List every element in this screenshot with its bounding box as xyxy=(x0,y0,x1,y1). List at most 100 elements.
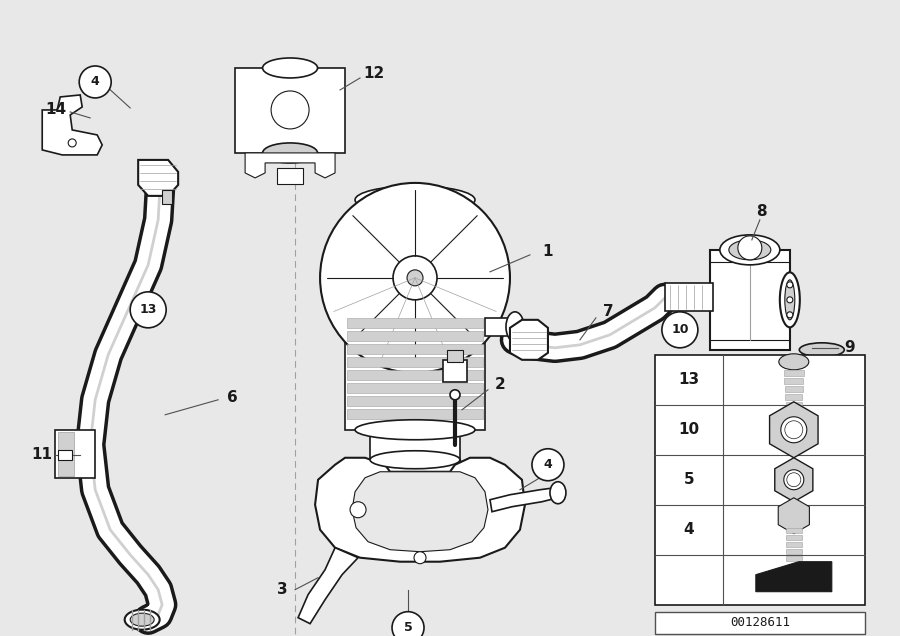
Bar xyxy=(347,344,483,354)
Bar xyxy=(55,430,95,478)
Text: 9: 9 xyxy=(844,340,855,356)
Bar xyxy=(485,318,515,336)
Text: 5: 5 xyxy=(684,473,694,487)
Bar xyxy=(277,168,303,184)
Ellipse shape xyxy=(263,143,318,163)
Bar xyxy=(347,318,483,328)
Text: 4: 4 xyxy=(544,459,553,471)
Bar xyxy=(347,396,483,406)
Text: 13: 13 xyxy=(140,303,157,316)
Bar xyxy=(786,535,802,540)
Bar xyxy=(162,190,172,204)
Circle shape xyxy=(414,551,426,563)
Bar xyxy=(786,402,802,408)
Polygon shape xyxy=(510,320,548,360)
Polygon shape xyxy=(775,458,813,502)
Polygon shape xyxy=(490,488,558,512)
Circle shape xyxy=(392,612,424,636)
Polygon shape xyxy=(778,498,809,534)
Text: 1: 1 xyxy=(543,244,553,259)
Ellipse shape xyxy=(263,58,318,78)
Bar xyxy=(655,355,865,605)
Circle shape xyxy=(79,66,112,98)
Circle shape xyxy=(320,183,510,373)
Circle shape xyxy=(407,270,423,286)
Text: 10: 10 xyxy=(671,323,688,336)
Bar xyxy=(347,383,483,393)
Bar xyxy=(58,432,74,476)
Text: 6: 6 xyxy=(227,391,238,405)
Bar xyxy=(786,394,802,400)
Ellipse shape xyxy=(720,235,779,265)
Polygon shape xyxy=(352,472,488,551)
Circle shape xyxy=(781,417,806,443)
Polygon shape xyxy=(770,402,818,458)
Text: 00128611: 00128611 xyxy=(730,616,790,629)
Text: 4: 4 xyxy=(91,76,100,88)
Ellipse shape xyxy=(729,240,770,260)
Text: 11: 11 xyxy=(32,447,53,462)
Bar xyxy=(347,370,483,380)
Text: 8: 8 xyxy=(757,204,767,219)
Circle shape xyxy=(532,449,564,481)
Bar xyxy=(655,612,865,633)
Text: 13: 13 xyxy=(679,372,699,387)
Circle shape xyxy=(68,139,76,147)
Text: 2: 2 xyxy=(495,377,505,392)
Bar xyxy=(447,350,463,362)
Circle shape xyxy=(787,297,793,303)
Circle shape xyxy=(130,292,166,328)
Ellipse shape xyxy=(370,451,460,469)
Text: 4: 4 xyxy=(684,522,694,537)
Polygon shape xyxy=(315,458,525,562)
Polygon shape xyxy=(756,562,832,591)
Bar xyxy=(784,370,804,376)
Polygon shape xyxy=(345,200,485,340)
Ellipse shape xyxy=(779,272,800,328)
Ellipse shape xyxy=(799,343,844,357)
Bar xyxy=(58,450,72,460)
Text: 3: 3 xyxy=(277,582,287,597)
Bar xyxy=(786,528,802,533)
Bar xyxy=(786,556,802,561)
Polygon shape xyxy=(340,460,490,544)
Polygon shape xyxy=(139,160,178,196)
Bar xyxy=(345,310,485,430)
Bar xyxy=(786,542,802,547)
Bar xyxy=(665,283,713,311)
Polygon shape xyxy=(42,95,103,155)
Circle shape xyxy=(787,312,793,318)
Circle shape xyxy=(393,256,437,300)
Bar xyxy=(786,549,802,554)
Ellipse shape xyxy=(130,613,154,626)
Text: 10: 10 xyxy=(679,422,699,438)
Circle shape xyxy=(787,282,793,288)
Bar xyxy=(370,430,460,460)
Bar xyxy=(235,68,345,153)
Ellipse shape xyxy=(506,312,524,342)
Bar xyxy=(347,331,483,341)
Ellipse shape xyxy=(356,420,475,439)
Bar xyxy=(785,386,803,392)
Bar xyxy=(784,378,804,384)
Bar xyxy=(710,250,790,350)
Ellipse shape xyxy=(125,610,159,630)
Ellipse shape xyxy=(550,481,566,504)
Text: 14: 14 xyxy=(46,102,67,118)
Circle shape xyxy=(738,236,761,260)
Bar xyxy=(443,360,467,382)
Bar xyxy=(347,409,483,418)
Ellipse shape xyxy=(370,194,460,216)
Text: 5: 5 xyxy=(403,621,412,634)
Circle shape xyxy=(350,502,366,518)
Ellipse shape xyxy=(785,280,795,320)
Text: 7: 7 xyxy=(603,305,613,319)
Circle shape xyxy=(450,390,460,400)
Circle shape xyxy=(662,312,698,348)
Ellipse shape xyxy=(356,186,475,214)
Text: 12: 12 xyxy=(364,66,384,81)
Bar xyxy=(347,357,483,367)
Polygon shape xyxy=(298,548,358,624)
Polygon shape xyxy=(245,153,335,178)
Circle shape xyxy=(784,470,804,490)
